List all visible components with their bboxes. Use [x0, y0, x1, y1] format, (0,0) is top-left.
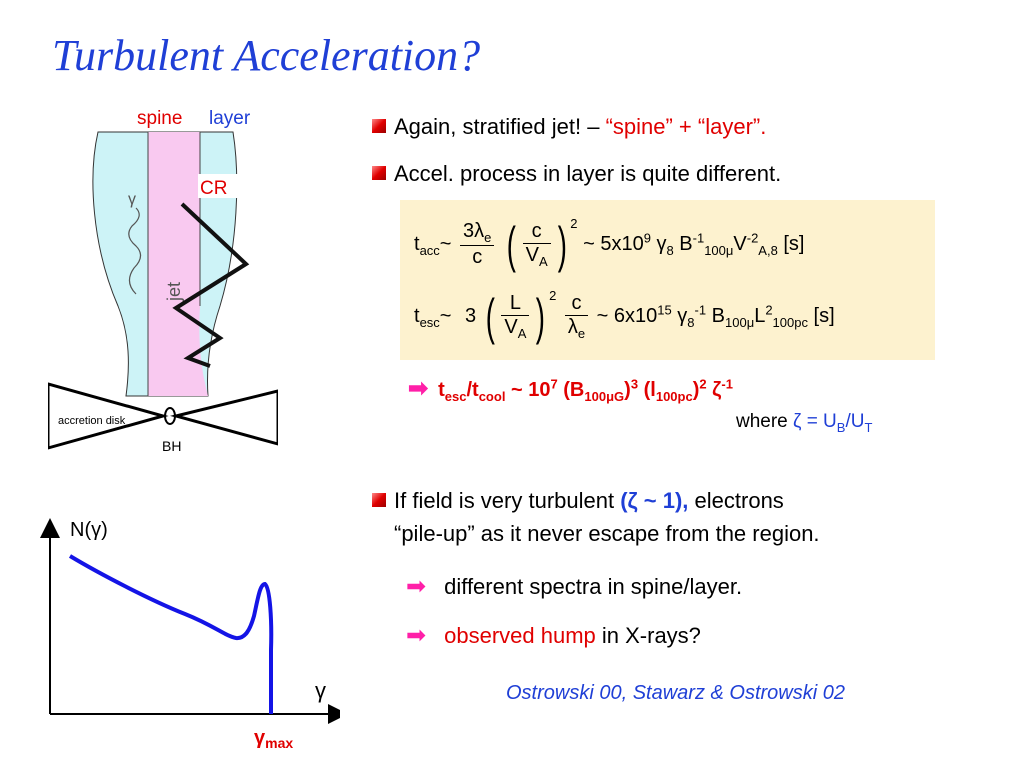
bullet-2: Accel. process in layer is quite differe…: [372, 161, 781, 187]
tacc-fraction-2: c VA: [522, 220, 551, 269]
bullet-square-icon: [372, 493, 386, 507]
tesc-fraction-1: L VA: [501, 292, 530, 341]
bullet-3: If field is very turbulent (ζ ~ 1), elec…: [372, 488, 784, 514]
slide-title: Turbulent Acceleration?: [52, 31, 481, 80]
formula-box: tacc~ 3λe c (c VA) 2 ~ 5x109 γ8 B-1100μV-2A…: [400, 200, 935, 360]
cr-zigzag-path: [172, 202, 250, 368]
tacc-equation: tacc~ 3λe c (c VA) 2 ~ 5x109 γ8 B-1100μV-2A…: [414, 216, 805, 273]
arrow-icon: ➡: [408, 375, 429, 402]
where-line: where ζ = UB/UT: [736, 411, 873, 435]
spectrum-curve: [68, 554, 274, 714]
gamma-max-label: γmax: [254, 727, 293, 751]
accretion-disk-right: [170, 389, 278, 446]
diagram-gamma-label: γ: [128, 191, 136, 208]
tesc-fraction-2: c λe: [564, 292, 589, 341]
bullet-1: Again, stratified jet! – “spine” + “laye…: [372, 114, 766, 140]
x-axis-label: γ: [315, 678, 326, 703]
spine-label: spine: [137, 108, 182, 129]
jet-label: jet: [164, 282, 184, 302]
reference-citation: Ostrowski 00, Stawarz & Ostrowski 02: [506, 682, 845, 704]
bullet-1-text: Again, stratified jet! –: [394, 114, 606, 139]
y-axis-label: N(γ): [70, 519, 108, 541]
black-hole: [164, 407, 176, 425]
bullet-2-text: Accel. process in layer is quite differe…: [394, 161, 782, 186]
tacc-fraction-1: 3λe c: [460, 220, 495, 269]
jet-diagram: spine layer CR γ jet accretion disk BH: [48, 108, 278, 454]
sub-bullet-2: ➡ observed hump in X-rays?: [406, 622, 701, 649]
layer-label: layer: [209, 108, 251, 129]
arrow-icon: ➡: [406, 622, 427, 649]
arrow-icon: ➡: [406, 573, 427, 600]
accretion-disk-left: [48, 382, 169, 450]
sub-bullet-1: ➡ different spectra in spine/layer.: [406, 573, 743, 600]
bullet-1-highlight: “spine” + “layer”.: [605, 114, 767, 139]
wavy-photon: [128, 207, 142, 295]
cr-label: CR: [200, 178, 227, 199]
tesc-equation: tesc~ 3 (L VA) 2 c λe ~ 6x1015 γ8-1 B100μL2…: [414, 288, 835, 345]
disk-label: accretion disk: [58, 415, 126, 427]
spine-region: [148, 132, 208, 396]
spectrum-plot: N(γ) γ γmax: [40, 518, 340, 751]
bh-label: BH: [162, 438, 181, 454]
bullet-square-icon: [372, 166, 386, 180]
bullet-3-line-2: “pile-up” as it never escape from the re…: [394, 521, 820, 546]
bullet-square-icon: [372, 119, 386, 133]
result-line: ➡ tesc/tcool ~ 107 (B100μG)3 (l100pc)2 ζ-…: [408, 375, 733, 404]
